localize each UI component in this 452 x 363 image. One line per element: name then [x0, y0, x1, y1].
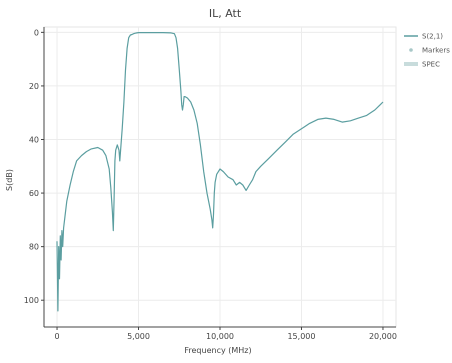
series-layer — [56, 32, 384, 312]
x-tick-label: 0 — [54, 332, 59, 341]
x-axis-title: Frequency (MHz) — [184, 346, 251, 355]
x-tick-label: 5,000 — [127, 332, 150, 341]
grid — [43, 26, 397, 328]
legend-label: SPEC — [422, 61, 440, 69]
y-tick-label: 20 — [29, 82, 39, 91]
y-tick-label: 60 — [29, 189, 39, 198]
axes: 0 5,000 10,000 15,000 20,000 0 20 40 60 80 100 — [24, 27, 397, 341]
x-tick-label: 10,000 — [206, 332, 234, 341]
y-tick-label: 40 — [29, 136, 39, 145]
y-tick-label: 0 — [34, 28, 39, 37]
y-axis-title: S(dB) — [5, 169, 14, 191]
legend-label: S(2,1) — [422, 33, 443, 41]
x-tick-label: 20,000 — [369, 332, 397, 341]
legend-swatch-band — [404, 62, 418, 66]
y-tick-label: 100 — [24, 296, 39, 305]
legend: S(2,1) Markers SPEC — [404, 33, 450, 69]
legend-swatch-marker — [409, 48, 413, 52]
x-tick-label: 15,000 — [287, 332, 315, 341]
series-line-s21 — [56, 32, 384, 312]
legend-label: Markers — [422, 47, 450, 55]
y-tick-label: 80 — [29, 243, 39, 252]
chart-title: IL, Att — [209, 7, 242, 20]
